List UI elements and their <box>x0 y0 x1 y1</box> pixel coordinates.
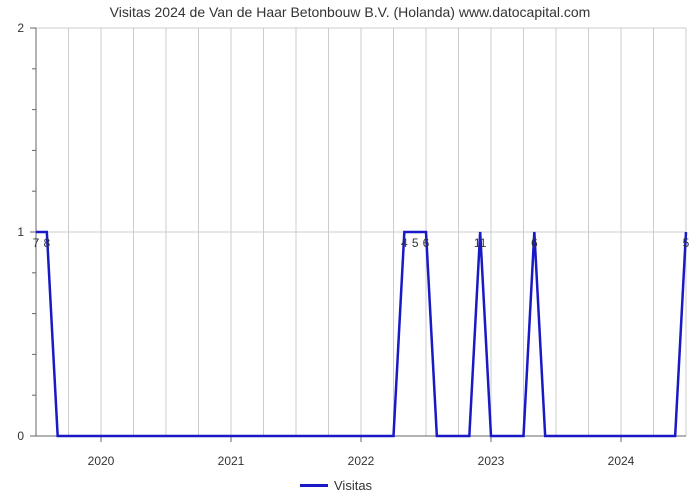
x-tick-label: 2022 <box>348 454 375 468</box>
legend-label: Visitas <box>334 478 372 493</box>
chart-title: Visitas 2024 de Van de Haar Betonbouw B.… <box>0 4 700 20</box>
data-point-label: 6 <box>531 236 538 250</box>
data-point-label: 4 <box>401 236 408 250</box>
chart-plot-area <box>36 28 686 436</box>
y-tick-label: 1 <box>0 225 24 239</box>
data-point-label: 8 <box>43 236 50 250</box>
data-point-label: 5 <box>412 236 419 250</box>
x-tick-label: 2021 <box>218 454 245 468</box>
legend-swatch <box>300 484 328 487</box>
data-point-label: 7 <box>33 236 40 250</box>
data-point-label: 11 <box>474 236 486 250</box>
data-point-label: 6 <box>423 236 430 250</box>
x-tick-label: 2024 <box>608 454 635 468</box>
y-tick-label: 2 <box>0 21 24 35</box>
data-point-label: 5 <box>683 236 690 250</box>
x-tick-label: 2023 <box>478 454 505 468</box>
x-tick-label: 2020 <box>88 454 115 468</box>
y-tick-label: 0 <box>0 429 24 443</box>
legend: Visitas <box>300 478 372 493</box>
